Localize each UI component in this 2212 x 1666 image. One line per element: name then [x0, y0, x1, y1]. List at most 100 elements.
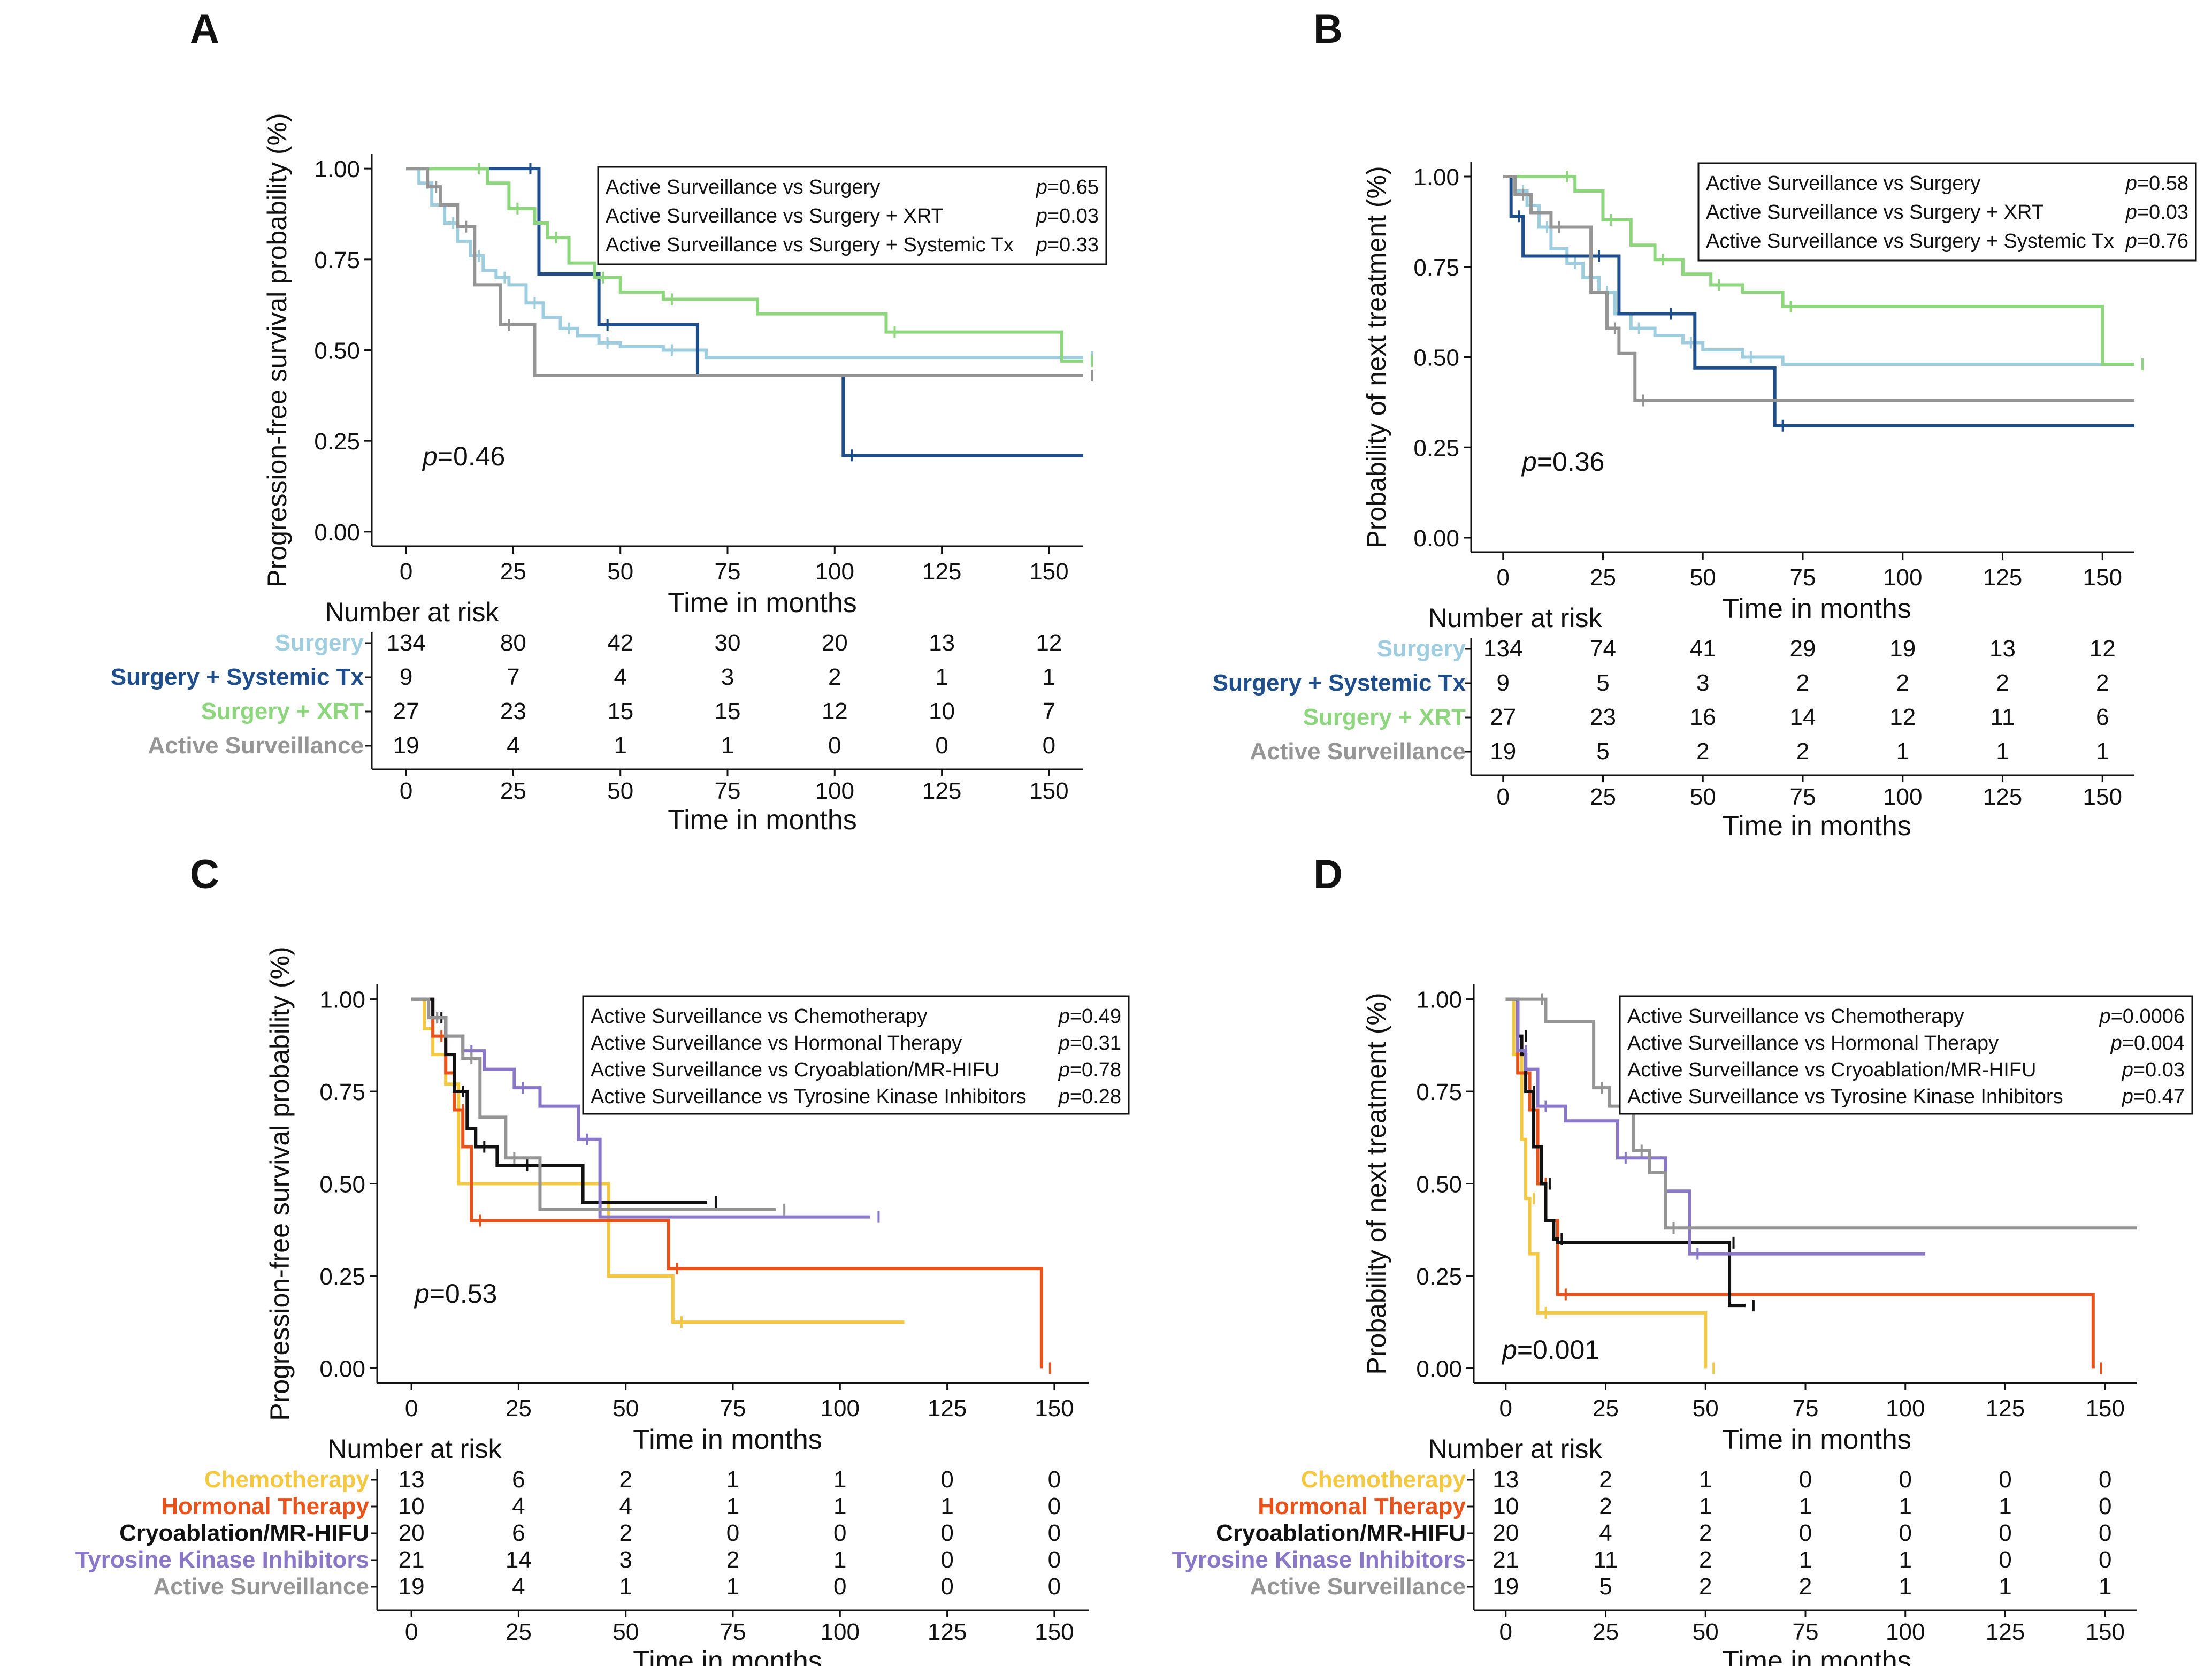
- risk-count: 30: [715, 630, 741, 656]
- risk-count: 1: [1899, 1573, 1912, 1600]
- x-tick-label: 150: [1035, 1395, 1074, 1422]
- y-tick-label: 0.50: [1413, 345, 1459, 371]
- risk-count: 2: [1799, 1573, 1812, 1600]
- risk-x-tick-label: 75: [720, 1619, 746, 1645]
- risk-x-tick-label: 150: [1035, 1619, 1074, 1645]
- panel-letter: B: [1313, 6, 1343, 52]
- comparison-p-value: p=0.65: [1036, 176, 1099, 198]
- risk-count: 0: [2099, 1520, 2111, 1546]
- risk-count: 0: [1048, 1466, 1061, 1493]
- risk-x-tick-label: 150: [1029, 778, 1068, 804]
- risk-row-label: Surgery + Systemic Tx: [1213, 670, 1466, 696]
- y-tick-label: 1.00: [1416, 987, 1462, 1013]
- risk-count: 2: [1996, 670, 2009, 696]
- risk-count: 0: [1799, 1520, 1812, 1546]
- risk-count: 0: [940, 1520, 953, 1546]
- risk-x-tick-label: 75: [1793, 1619, 1819, 1645]
- km-curve-cryoablation-mr-hifu: [1505, 997, 1746, 1308]
- km-curve-surgery-systemic-tx: [406, 167, 1083, 457]
- risk-x-tick-label: 0: [405, 1619, 418, 1645]
- risk-x-axis-label: Time in months: [633, 1646, 822, 1666]
- risk-count: 2: [1599, 1493, 1612, 1519]
- risk-count: 0: [2099, 1466, 2111, 1493]
- risk-count: 19: [1492, 1573, 1519, 1600]
- risk-count: 6: [512, 1520, 525, 1546]
- risk-count: 14: [1790, 704, 1816, 730]
- y-tick-label: 0.50: [1416, 1172, 1462, 1198]
- risk-x-tick-label: 100: [1886, 1619, 1925, 1645]
- y-tick-label: 0.75: [314, 247, 360, 273]
- comparison-p-value: p=0.03: [1036, 205, 1099, 227]
- risk-count: 134: [386, 630, 425, 656]
- risk-count: 2: [2096, 670, 2109, 696]
- km-curve-active-surveillance: [1505, 997, 2137, 1230]
- risk-x-axis-label: Time in months: [1722, 1646, 1911, 1666]
- risk-row-label: Active Surveillance: [148, 732, 364, 759]
- risk-count: 9: [1497, 670, 1510, 696]
- risk-x-tick-label: 50: [1690, 784, 1716, 810]
- risk-count: 7: [1043, 698, 1055, 724]
- risk-count: 21: [399, 1547, 425, 1573]
- risk-count: 134: [1483, 636, 1522, 662]
- x-tick-label: 125: [1986, 1395, 2025, 1422]
- risk-count: 10: [399, 1493, 425, 1519]
- y-tick-label: 0.25: [319, 1264, 365, 1290]
- risk-count: 1: [833, 1547, 846, 1573]
- comparison-label: Active Surveillance vs Cryoablation/MR-H…: [591, 1059, 999, 1081]
- risk-count: 1: [1999, 1573, 2011, 1600]
- risk-count: 9: [400, 664, 412, 690]
- risk-row-label: Surgery + XRT: [201, 698, 364, 724]
- risk-x-tick-label: 50: [607, 778, 633, 804]
- risk-count: 80: [500, 630, 526, 656]
- x-tick-label: 25: [1590, 564, 1616, 591]
- risk-count: 1: [726, 1466, 739, 1493]
- risk-row-label: Hormonal Therapy: [161, 1493, 369, 1519]
- risk-count: 0: [2099, 1547, 2111, 1573]
- risk-count: 1: [2099, 1573, 2111, 1600]
- comparison-p-value: p=0.47: [2122, 1086, 2185, 1108]
- y-axis-label: Probability of next treatment (%): [1361, 992, 1391, 1374]
- y-tick-label: 0.00: [1413, 525, 1459, 552]
- comparison-p-value: p=0.58: [2125, 172, 2188, 195]
- risk-row-label: Tyrosine Kinase Inhibitors: [1172, 1547, 1466, 1573]
- km-curve-surgery-xrt: [406, 167, 1083, 363]
- y-tick-label: 1.00: [319, 987, 365, 1013]
- comparison-p-value: p=0.03: [2122, 1059, 2185, 1081]
- comparison-label: Active Surveillance vs Hormonal Therapy: [591, 1032, 962, 1054]
- risk-count: 41: [1690, 636, 1716, 662]
- risk-count: 13: [1492, 1466, 1519, 1493]
- risk-x-tick-label: 0: [1497, 784, 1510, 810]
- comparison-label: Active Surveillance vs Hormonal Therapy: [1627, 1032, 1999, 1054]
- y-axis-label: Progression-free survival probability (%…: [265, 946, 295, 1420]
- risk-count: 10: [1492, 1493, 1519, 1519]
- km-curve-hormonal-therapy: [411, 997, 1043, 1369]
- risk-x-tick-label: 75: [1790, 784, 1816, 810]
- risk-x-tick-label: 125: [1983, 784, 2022, 810]
- risk-count: 1: [726, 1493, 739, 1519]
- risk-x-tick-label: 25: [506, 1619, 532, 1645]
- risk-count: 23: [500, 698, 526, 724]
- risk-x-axis-label: Time in months: [668, 805, 857, 836]
- risk-count: 0: [1048, 1493, 1061, 1519]
- risk-count: 0: [1048, 1520, 1061, 1546]
- risk-count: 11: [1991, 704, 2015, 730]
- risk-count: 13: [1989, 636, 2016, 662]
- risk-row-label: Cryoablation/MR-HIFU: [119, 1520, 369, 1546]
- comparison-p-value: p=0.33: [1036, 234, 1099, 256]
- risk-count: 27: [1490, 704, 1516, 730]
- y-tick-label: 0.00: [319, 1356, 365, 1382]
- risk-count: 4: [507, 732, 519, 759]
- x-tick-label: 100: [1883, 564, 1922, 591]
- risk-count: 19: [1889, 636, 1916, 662]
- risk-count: 3: [721, 664, 734, 690]
- risk-count: 1: [1699, 1466, 1712, 1493]
- km-curve-tyrosine-kinase-inhibitors: [1505, 997, 1926, 1256]
- risk-count: 5: [1599, 1573, 1612, 1600]
- risk-count: 4: [1599, 1520, 1612, 1546]
- risk-x-tick-label: 25: [500, 778, 526, 804]
- risk-x-tick-label: 100: [815, 778, 854, 804]
- risk-count: 0: [1999, 1466, 2011, 1493]
- x-tick-label: 75: [1793, 1395, 1819, 1422]
- risk-row-label: Surgery + XRT: [1303, 704, 1466, 730]
- risk-row-label: Active Surveillance: [153, 1573, 369, 1600]
